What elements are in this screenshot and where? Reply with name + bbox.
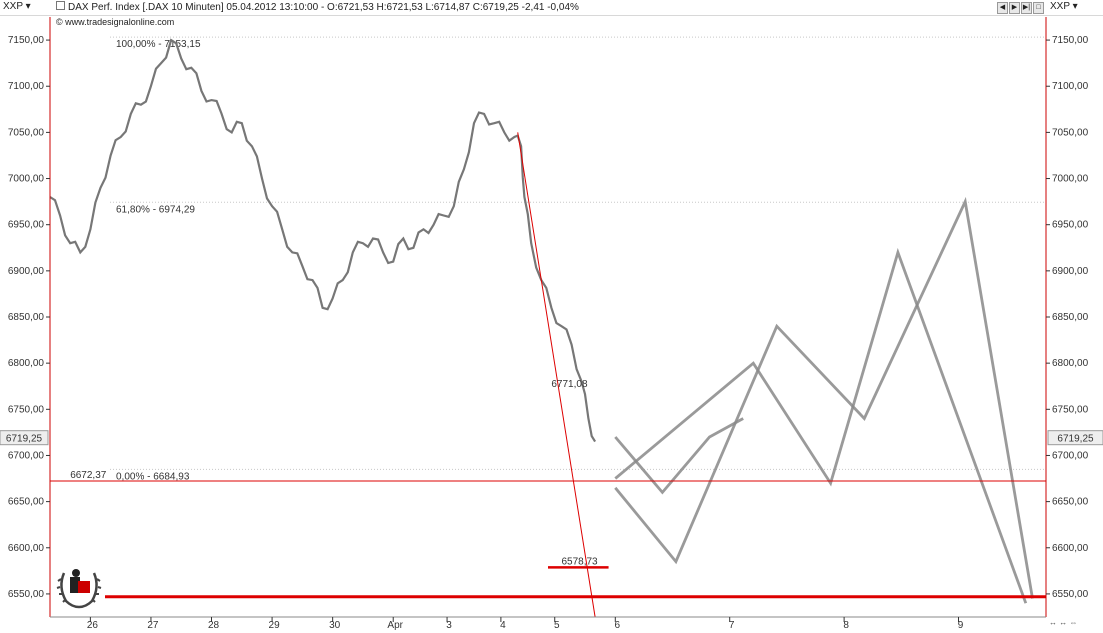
laurel-logo: [56, 569, 102, 609]
price-series-layer: [49, 38, 597, 443]
x-tick-label: 26: [87, 620, 99, 631]
x-tick-label: 9: [958, 620, 964, 631]
y-tick-label-left: 7000,00: [8, 174, 45, 185]
current-price-label-right: 6719,25: [1057, 434, 1094, 445]
scroll-left-icon[interactable]: ◀: [997, 2, 1008, 14]
projection-path-3: [614, 417, 744, 495]
x-tick-label: 6: [615, 620, 621, 631]
y-tick-label-left: 6950,00: [8, 220, 45, 231]
x-tick-label: 4: [500, 620, 506, 631]
y-tick-label-right: 6850,00: [1052, 312, 1089, 323]
y-tick-label-left: 6700,00: [8, 450, 45, 461]
y-tick-label-left: 7100,00: [8, 81, 45, 92]
current-price-label-left: 6719,25: [6, 434, 43, 445]
y-tick-label-left: 6800,00: [8, 358, 45, 369]
y-tick-label-right: 7000,00: [1052, 174, 1089, 185]
y-tick-label-right: 7150,00: [1052, 35, 1089, 46]
y-tick-label-left: 6850,00: [8, 312, 45, 323]
close-icon[interactable]: [56, 1, 65, 10]
x-tick-label: Apr: [387, 620, 403, 631]
scroll-buttons: ◀ ▶ ▶| □: [997, 1, 1045, 14]
symbol-selector-right[interactable]: XXP ▾: [1050, 1, 1078, 12]
instrument-info: DAX Perf. Index [.DAX 10 Minuten] 05.04.…: [56, 1, 579, 13]
projection-path-2: [614, 247, 1028, 604]
x-tick-label: 8: [843, 620, 849, 631]
projection-path-1: [614, 196, 1034, 599]
y-tick-label-left: 6650,00: [8, 497, 45, 508]
y-tick-label-left: 6750,00: [8, 404, 45, 415]
trendline: [517, 132, 596, 618]
dropdown-arrow-icon: ▾: [25, 1, 31, 12]
current-price-marker-right: [1047, 430, 1103, 446]
y-tick-label-right: 6550,00: [1052, 589, 1089, 600]
fibonacci-level-label: 100,00% - 7153,15: [116, 39, 201, 50]
chart-header-bar: XXP ▾ DAX Perf. Index [.DAX 10 Minuten] …: [0, 0, 1103, 16]
y-tick-label-right: 6800,00: [1052, 358, 1089, 369]
y-tick-label-right: 6650,00: [1052, 497, 1089, 508]
symbol-right-label: XXP: [1050, 1, 1070, 12]
annotation-label: 6672,37: [70, 470, 107, 481]
x-tick-label: 30: [329, 620, 341, 631]
fibonacci-level-label: 0,00% - 6684,93: [116, 471, 190, 482]
y-tick-label-left: 7150,00: [8, 35, 45, 46]
x-tick-label: 7: [729, 620, 735, 631]
projection-layer: [614, 196, 1034, 604]
price-line: [49, 38, 597, 443]
website-watermark: © www.tradesignalonline.com: [56, 17, 174, 27]
x-tick-label: 5: [554, 620, 560, 631]
x-tick-label: 29: [269, 620, 281, 631]
y-tick-label-right: 7050,00: [1052, 127, 1089, 138]
symbol-left-label: XXP: [3, 1, 23, 12]
website-text: www.tradesignalonline.com: [65, 17, 175, 27]
x-tick-label: 28: [208, 620, 220, 631]
y-tick-label-right: 6750,00: [1052, 404, 1089, 415]
symbol-selector-left[interactable]: XXP ▾: [3, 1, 31, 12]
scroll-right-icon[interactable]: ▶: [1009, 2, 1020, 14]
axes-layer: 6550,00 6550,00 6600,00 6600,00 6650,00 6650,…: [0, 17, 1103, 631]
current-price-marker-left: [0, 430, 49, 446]
y-tick-label-left: 6900,00: [8, 266, 45, 277]
dropdown-arrow-icon: ▾: [1072, 1, 1078, 12]
y-tick-label-left: 7050,00: [8, 127, 45, 138]
zoom-controls[interactable]: ↔ ↔ ⇔: [1049, 618, 1078, 627]
y-tick-label-right: 6950,00: [1052, 220, 1089, 231]
y-tick-label-right: 6700,00: [1052, 450, 1089, 461]
y-tick-label-left: 6600,00: [8, 543, 45, 554]
x-tick-label: 3: [446, 620, 452, 631]
instrument-info-text: DAX Perf. Index [.DAX 10 Minuten] 05.04.…: [68, 2, 579, 13]
scroll-end-icon[interactable]: ▶|: [1021, 2, 1032, 14]
annotation-label: 6771,08: [551, 379, 588, 390]
y-tick-label-right: 6900,00: [1052, 266, 1089, 277]
annotation-label: 6578,73: [561, 556, 598, 567]
annotation-layer: 6771,08 6672,37 6578,73: [50, 132, 1046, 618]
x-tick-label: 27: [147, 620, 159, 631]
y-tick-label-right: 7100,00: [1052, 81, 1089, 92]
fibonacci-level-label: 61,80% - 6974,29: [116, 204, 195, 215]
y-tick-label-right: 6600,00: [1052, 543, 1089, 554]
copyright-icon: ©: [56, 17, 63, 27]
y-tick-label-left: 6550,00: [8, 589, 45, 600]
fibonacci-levels: 100,00% - 7153,15 61,80% - 6974,29 0,00% -…: [110, 36, 1046, 482]
window-icon[interactable]: □: [1033, 2, 1044, 14]
